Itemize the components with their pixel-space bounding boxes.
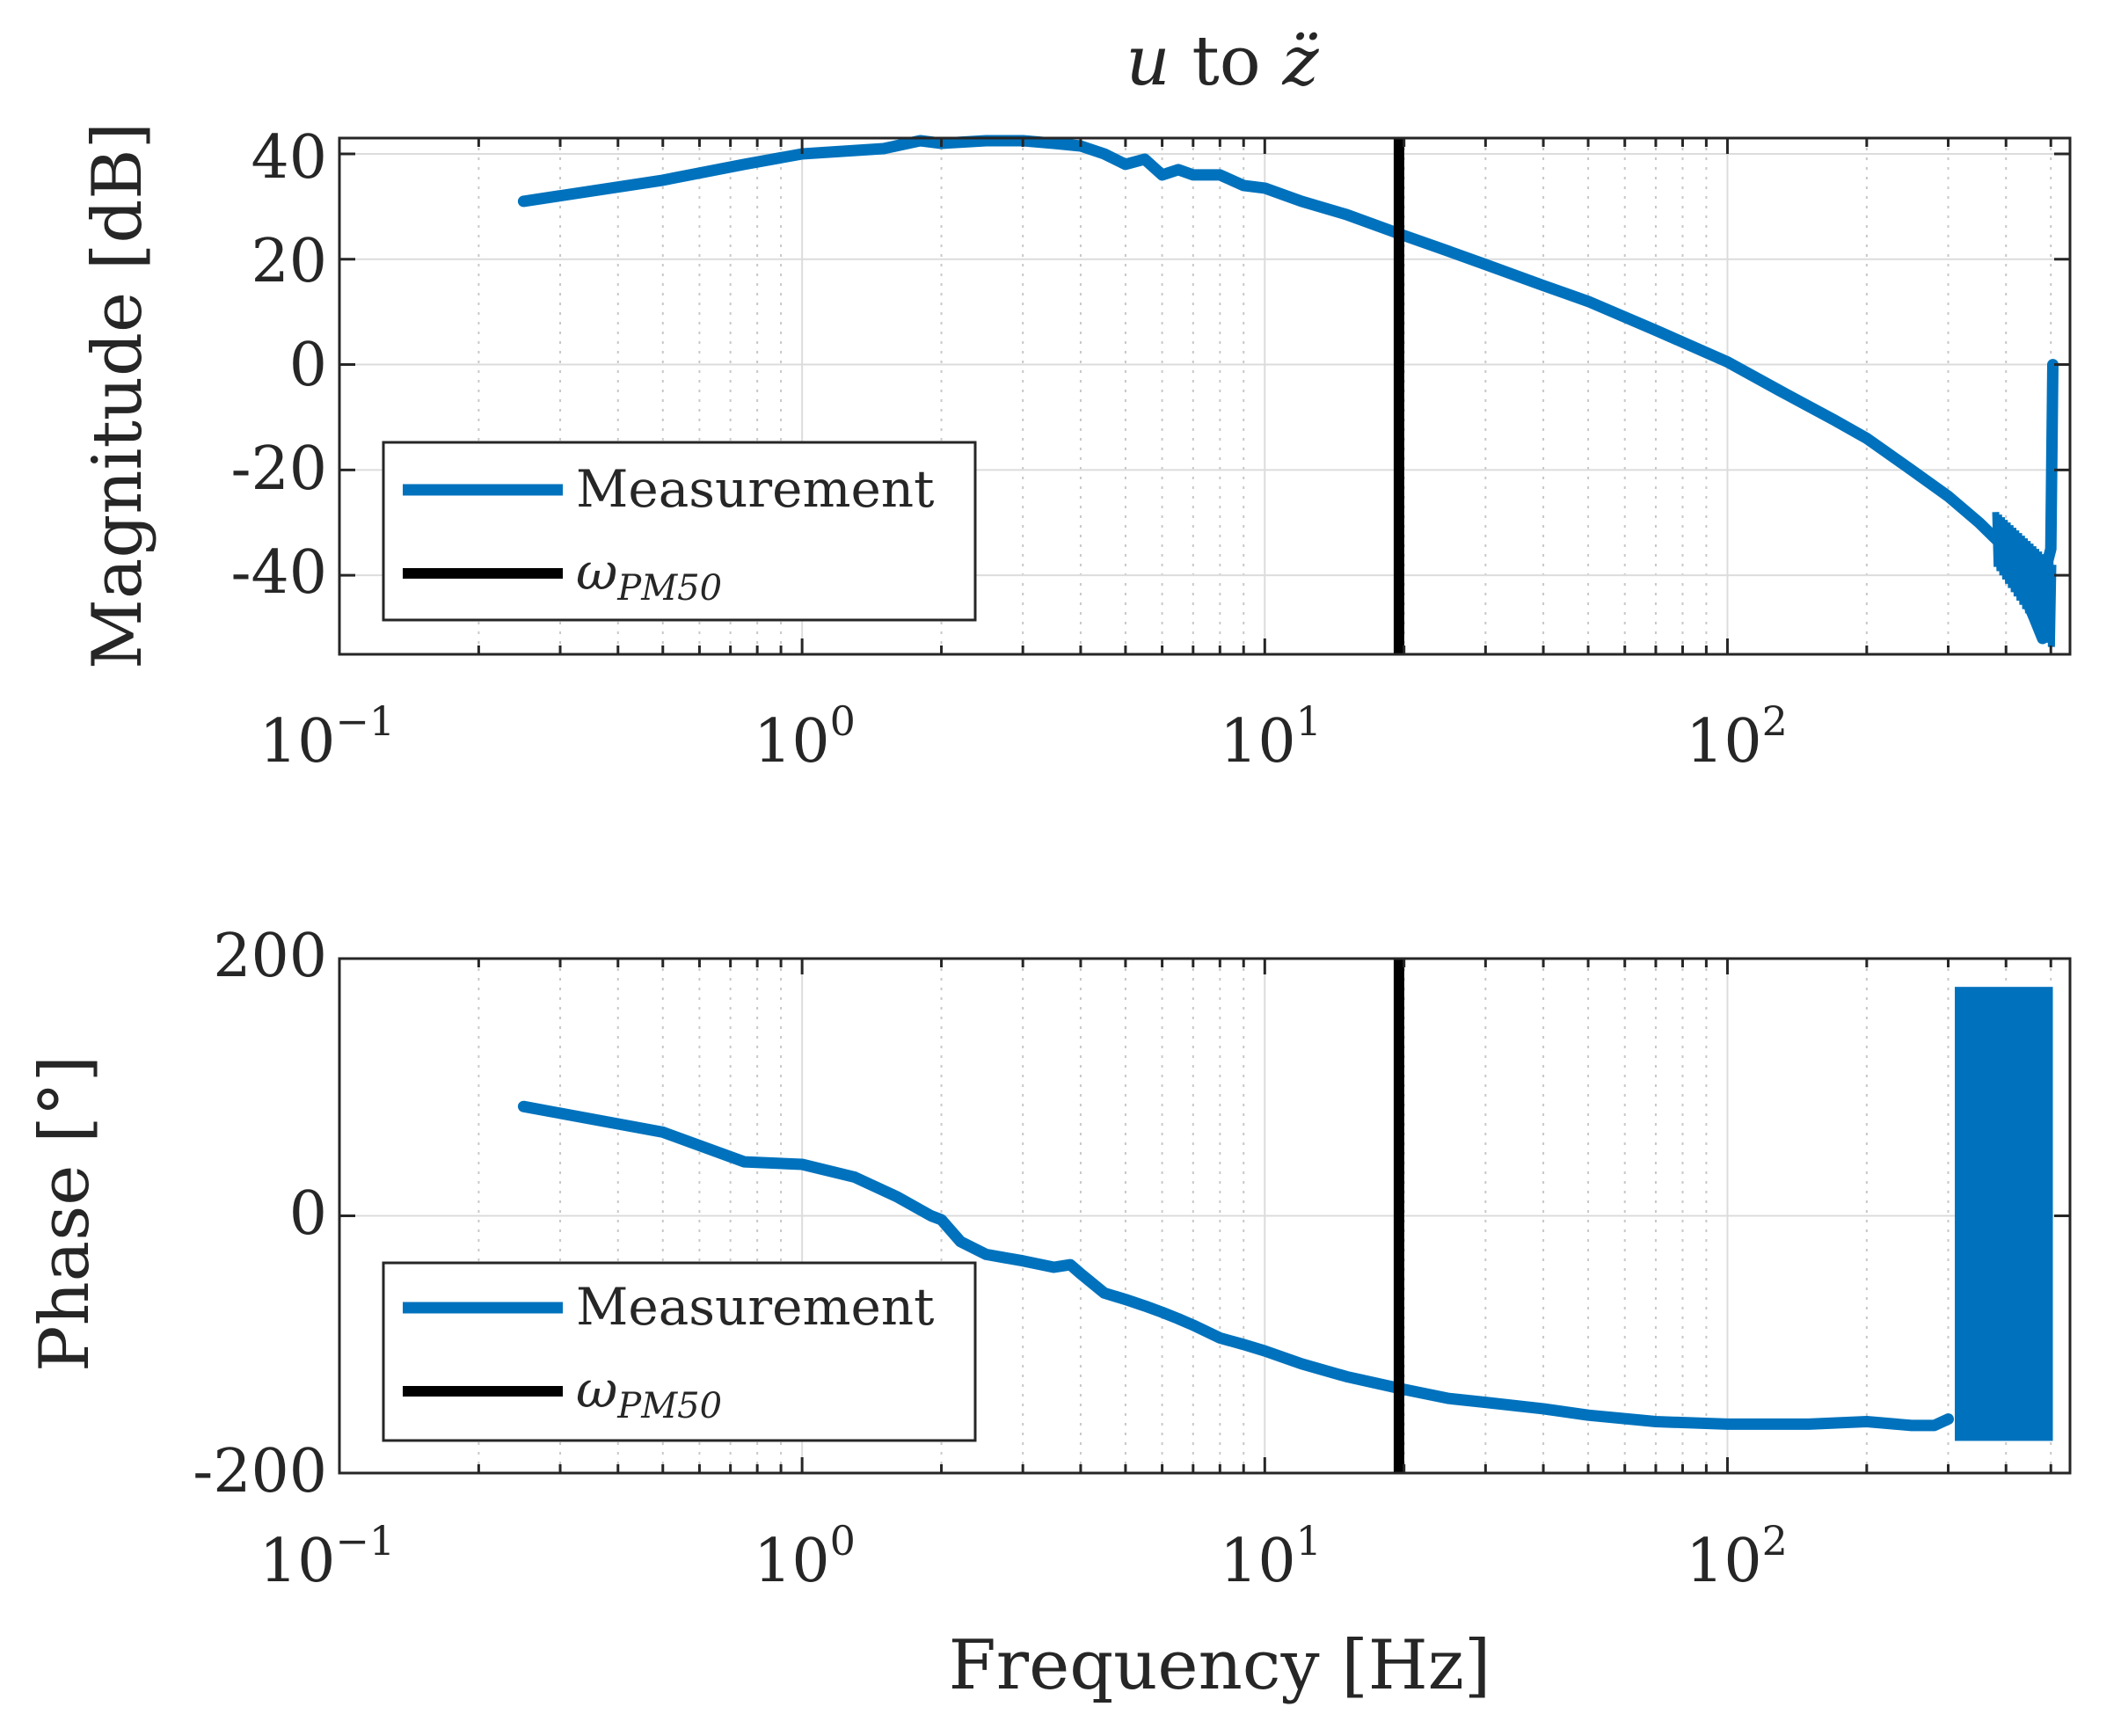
phase-legend-box <box>382 1261 977 1442</box>
magnitude-ytick-label: 0 <box>289 331 327 400</box>
phase-ytick-label: 0 <box>289 1179 327 1249</box>
magnitude-xtick-label: 101 <box>1220 697 1322 777</box>
magnitude-xtick-label: 10−1 <box>259 697 395 777</box>
magnitude-legend: Measurement ωPM50 <box>382 441 977 622</box>
phase-xtick-label: 10−1 <box>259 1517 395 1596</box>
magnitude-legend-box <box>382 441 977 622</box>
phase-legend-pm50-label: ωPM50 <box>576 1360 722 1426</box>
magnitude-grid <box>339 138 2070 654</box>
magnitude-panel: 40 20 0 -20 -40 10−1 100 101 102 Magnitu… <box>78 122 2072 777</box>
phase-ylabel: Phase [°] <box>26 1055 105 1372</box>
phase-xtick-label: 100 <box>754 1517 856 1596</box>
phase-measurement-line <box>517 1100 1954 1432</box>
magnitude-ticks <box>338 138 2070 654</box>
magnitude-legend-measurement-label: Measurement <box>576 459 934 519</box>
magnitude-xtick-label: 100 <box>754 697 856 777</box>
phase-ytick-label: 200 <box>213 922 327 991</box>
magnitude-axes-frame <box>338 136 2072 656</box>
phase-noise-band-fill <box>1954 987 2053 1441</box>
magnitude-ytick-label: -20 <box>230 434 327 504</box>
phase-xtick-label: 101 <box>1220 1517 1322 1596</box>
magnitude-xtick-label: 102 <box>1686 697 1788 777</box>
magnitude-ytick-label: 20 <box>251 227 327 296</box>
phase-xlabel: Frequency [Hz] <box>949 1626 1491 1705</box>
magnitude-ytick-label: 40 <box>251 123 327 193</box>
magnitude-measurement-line <box>517 135 2059 645</box>
magnitude-ylabel: Magnitude [dB] <box>78 122 157 669</box>
phase-legend-measurement-label: Measurement <box>576 1277 934 1337</box>
chart-title: u to z̈ <box>1126 22 1319 101</box>
phase-legend: Measurement ωPM50 <box>382 1261 977 1442</box>
phase-panel: 200 0 -200 10−1 100 101 102 Phase [°] Fr… <box>26 922 2072 1705</box>
magnitude-legend-pm50-label: ωPM50 <box>576 542 722 609</box>
phase-xtick-label: 102 <box>1686 1517 1788 1596</box>
phase-noise-band <box>1954 987 2053 1441</box>
phase-ticks <box>338 957 2070 1475</box>
magnitude-ytick-label: -40 <box>230 538 327 608</box>
phase-ytick-label: -200 <box>193 1437 327 1506</box>
